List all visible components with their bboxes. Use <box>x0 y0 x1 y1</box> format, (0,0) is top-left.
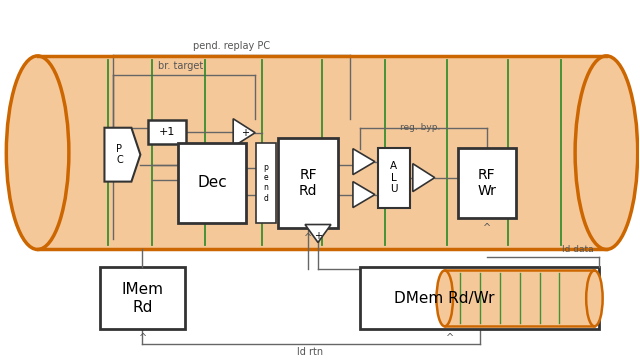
Polygon shape <box>305 225 331 243</box>
Polygon shape <box>104 128 140 181</box>
Text: ^: ^ <box>304 233 312 243</box>
Bar <box>278 138 338 228</box>
Text: P
C: P C <box>116 144 123 166</box>
Text: RF
Wr: RF Wr <box>477 167 496 198</box>
Text: +: + <box>241 128 249 138</box>
Polygon shape <box>353 149 375 175</box>
Text: DMem Rd/Wr: DMem Rd/Wr <box>394 291 495 306</box>
Text: ^: ^ <box>139 333 147 343</box>
Bar <box>458 148 516 217</box>
Text: ld data: ld data <box>563 246 594 255</box>
Ellipse shape <box>436 270 453 326</box>
Text: reg. byp.: reg. byp. <box>400 123 440 132</box>
Text: Dec: Dec <box>197 175 227 190</box>
Text: br. target: br. target <box>157 61 203 71</box>
Text: +1: +1 <box>159 127 175 137</box>
Polygon shape <box>233 119 255 147</box>
Ellipse shape <box>586 270 603 326</box>
Text: ^: ^ <box>445 333 454 343</box>
Text: ^: ^ <box>483 222 491 233</box>
Text: +: + <box>314 230 322 240</box>
Text: A
L
U: A L U <box>390 161 397 194</box>
Polygon shape <box>353 181 375 208</box>
Text: RF
Rd: RF Rd <box>299 167 317 198</box>
Bar <box>38 56 606 249</box>
Bar <box>360 267 600 329</box>
Bar <box>378 148 410 208</box>
Bar <box>256 143 276 222</box>
Text: pend. replay PC: pend. replay PC <box>193 41 270 51</box>
Ellipse shape <box>575 56 637 249</box>
Text: p
e
n
d: p e n d <box>264 162 269 203</box>
Text: ld rtn: ld rtn <box>297 347 323 357</box>
Bar <box>100 267 186 329</box>
Bar <box>148 120 186 144</box>
Text: IMem
Rd: IMem Rd <box>122 282 164 315</box>
Ellipse shape <box>6 56 69 249</box>
Polygon shape <box>413 164 435 192</box>
Bar <box>179 143 246 222</box>
Bar <box>445 270 595 326</box>
